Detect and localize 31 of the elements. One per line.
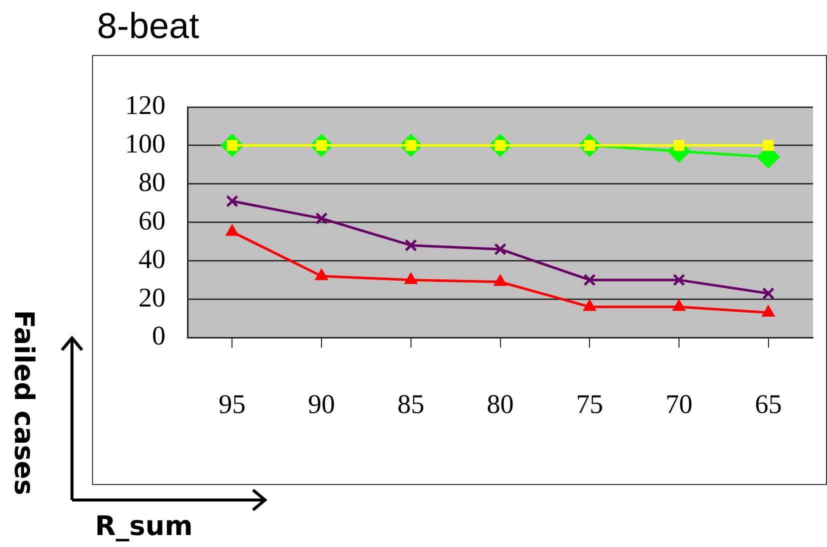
- point: [404, 239, 418, 252]
- point: [226, 224, 239, 236]
- point: [672, 274, 686, 286]
- y-tick-label: 80: [138, 166, 166, 197]
- x-tick-label: 65: [754, 388, 782, 419]
- point: [314, 268, 328, 280]
- x-tick-label: 85: [397, 388, 424, 419]
- point: [583, 299, 596, 311]
- y-tick-label: 120: [125, 90, 166, 120]
- point: [672, 299, 686, 311]
- x-tick-label: 90: [308, 388, 336, 419]
- x-tick-label: 80: [486, 388, 514, 419]
- point: [762, 305, 775, 317]
- x-tick-label: 70: [665, 388, 692, 419]
- point: [494, 243, 506, 256]
- point: [315, 212, 328, 225]
- y-tick-label: 60: [138, 205, 166, 236]
- point: [494, 274, 507, 286]
- point: [674, 140, 684, 151]
- point: [762, 287, 775, 300]
- x-tick-label: 75: [576, 388, 604, 419]
- chart-title: 8-beat: [97, 4, 200, 48]
- y-axis-title: Failed cases: [7, 310, 40, 496]
- point: [226, 194, 238, 208]
- x-axis-title: R_sum: [95, 510, 193, 544]
- point: [583, 274, 596, 286]
- point: [762, 140, 774, 151]
- y-tick-label: 20: [138, 282, 166, 312]
- point: [404, 272, 418, 284]
- y-tick-label: 100: [125, 128, 166, 159]
- y-tick-label: 40: [138, 244, 166, 274]
